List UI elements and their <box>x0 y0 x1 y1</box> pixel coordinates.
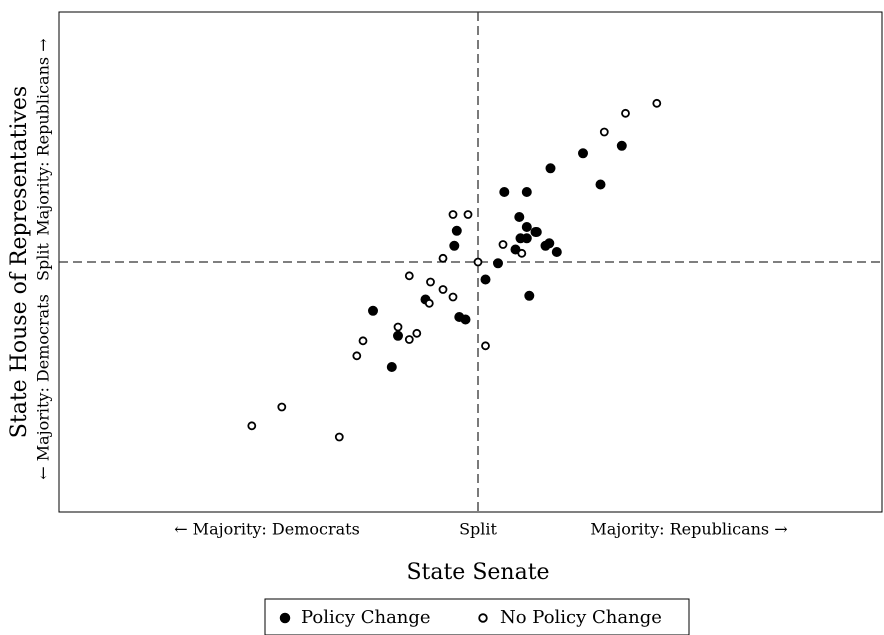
y-tick-label-center: Split <box>34 243 53 281</box>
policy-change-point-6 <box>449 240 460 251</box>
no-policy-change-point-2 <box>277 402 287 412</box>
y-tick-label-bottom: ← Majority: Democrats <box>34 294 53 480</box>
no-policy-change-point-10 <box>426 277 435 287</box>
policy-change-point-8 <box>460 314 471 325</box>
policy-change-point-9 <box>480 274 491 285</box>
policy-change-point-1 <box>368 305 378 316</box>
no-policy-change-point-18 <box>481 341 490 351</box>
policy-change-point-20 <box>531 227 542 237</box>
policy-change-point-11 <box>499 187 510 197</box>
policy-change-point-22 <box>544 238 555 249</box>
policy-change-point-3 <box>386 362 397 372</box>
no-policy-change-point-23 <box>652 98 662 108</box>
y-axis-title: State House of Representatives <box>7 86 32 438</box>
policy-change-point-13 <box>514 212 525 222</box>
policy-change-point-15 <box>521 187 532 197</box>
policy-change-point-2 <box>393 330 403 341</box>
policy-change-point-5 <box>451 225 462 236</box>
data-points <box>247 98 662 442</box>
policy-change-point-10 <box>493 258 503 269</box>
policy-change-point-16 <box>521 222 532 232</box>
legend-label-no-policy-change: No Policy Change <box>500 607 662 628</box>
no-policy-change-point-9 <box>404 271 414 281</box>
no-policy-change-point-6 <box>393 322 403 332</box>
legend-label-policy-change: Policy Change <box>301 607 431 628</box>
no-policy-change-point-19 <box>498 240 508 249</box>
policy-change-point-26 <box>595 179 606 190</box>
x-tick-label-right: Majority: Republicans → <box>590 520 787 539</box>
no-policy-change-point-3 <box>334 432 344 442</box>
policy-change-point-18 <box>524 290 535 301</box>
no-policy-change-point-12 <box>438 253 448 263</box>
no-policy-change-point-5 <box>358 336 368 346</box>
legend: Policy Change No Policy Change <box>264 598 690 635</box>
policy-change-point-24 <box>551 247 562 257</box>
no-policy-change-point-7 <box>404 335 414 344</box>
no-policy-change-point-14 <box>448 292 458 302</box>
policy-change-point-25 <box>578 148 588 159</box>
no-policy-change-point-17 <box>473 257 483 267</box>
no-policy-change-point-22 <box>621 108 630 118</box>
no-policy-change-point-20 <box>517 248 527 258</box>
x-axis-title: State Senate <box>406 560 549 585</box>
no-policy-change-point-1 <box>247 421 257 431</box>
no-policy-change-point-21 <box>599 127 609 137</box>
policy-change-point-27 <box>616 140 627 151</box>
reference-lines <box>59 12 882 512</box>
no-policy-change-point-15 <box>448 210 458 219</box>
no-policy-change-point-11 <box>424 298 434 308</box>
policy-change-point-17 <box>521 233 532 244</box>
no-policy-change-point-4 <box>352 351 362 361</box>
no-policy-change-point-13 <box>438 285 448 294</box>
policy-change-point-23 <box>545 163 556 174</box>
legend-marker-policy-change <box>279 612 291 624</box>
x-tick-label-left: ← Majority: Democrats <box>174 520 360 539</box>
no-policy-change-point-16 <box>463 210 473 219</box>
y-tick-label-top: Majority: Republicans → <box>34 38 53 235</box>
legend-marker-no-policy-change <box>478 613 488 623</box>
no-policy-change-point-8 <box>412 328 422 338</box>
x-tick-label-center: Split <box>459 520 497 539</box>
legend-frame <box>264 598 690 635</box>
